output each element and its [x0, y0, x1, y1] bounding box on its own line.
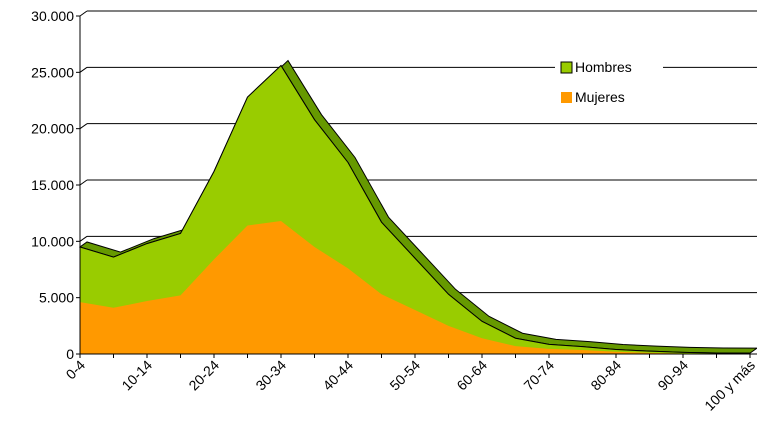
area-mujeres: [80, 221, 750, 354]
x-tick-label-4: 40-44: [319, 357, 356, 394]
legend: Hombres Mujeres: [555, 58, 663, 110]
x-tick-label-2: 20-24: [185, 357, 222, 394]
y-tick-label-2: 10.000: [31, 233, 74, 249]
gridline-diag-5: [79, 66, 88, 73]
y-tick-label-1: 5.000: [39, 290, 74, 306]
x-tick-label-9: 90-94: [654, 357, 691, 394]
x-tick-labels: 0-4 10-14 20-24 30-34 40-44 50-54 60-64 70-74 80…: [62, 354, 757, 414]
y-tick-label-6: 30.000: [31, 8, 74, 24]
area-hombres-outline: [79, 64, 751, 354]
x-tick-label-5: 50-54: [386, 357, 423, 394]
legend-swatch-hombres: [560, 61, 573, 74]
y-tick-label-0: 0: [66, 346, 74, 362]
y-tick-label-5: 25.000: [31, 64, 74, 80]
x-tick-label-6: 60-64: [453, 357, 490, 394]
legend-swatch-mujeres: [561, 92, 572, 103]
y-tick-label-3: 15.000: [31, 177, 74, 193]
x-tick-label-1: 10-14: [118, 357, 155, 394]
gridline-diag-3: [79, 179, 88, 186]
gridline-diag-4: [79, 123, 88, 130]
legend-label-mujeres: Mujeres: [575, 89, 625, 105]
y-tick-labels: 0 5.000 10.000 15.000 20.000 25.000 30.000: [31, 8, 80, 362]
legend-label-hombres: Hombres: [575, 59, 632, 75]
x-tick-label-7: 70-74: [520, 357, 557, 394]
x-tick-label-3: 30-34: [252, 357, 289, 394]
gridline-diag-6: [79, 10, 88, 17]
y-tick-label-4: 20.000: [31, 121, 74, 137]
legend-background: [555, 58, 663, 110]
gridline-diag-2: [79, 235, 88, 242]
x-tick-label-10: 100 y más: [701, 357, 757, 414]
area-series: [78, 59, 757, 354]
x-tick-label-8: 80-84: [587, 357, 624, 394]
